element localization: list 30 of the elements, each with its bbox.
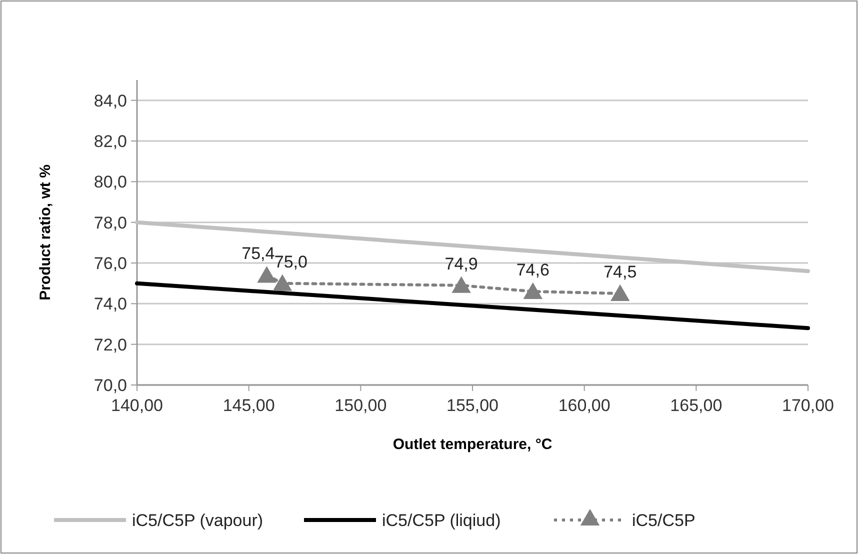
y-tick-label: 70,0 (94, 376, 127, 395)
y-tick-label: 76,0 (94, 254, 127, 273)
legend-label: iC5/C5P (632, 510, 696, 530)
x-tick-label: 155,00 (446, 396, 498, 415)
y-tick-label: 78,0 (94, 213, 127, 232)
legend-label: iC5/C5P (liqiud) (382, 510, 501, 530)
y-tick-label: 80,0 (94, 172, 127, 192)
y-tick-label: 82,0 (94, 132, 127, 151)
point (523, 282, 542, 300)
legend-label: iC5/C5P (vapour) (132, 510, 264, 530)
point (257, 266, 276, 283)
data-label: 75,0 (274, 252, 308, 272)
x-tick-label: 160,00 (558, 396, 610, 415)
data-label: 74,9 (444, 254, 478, 274)
point (610, 284, 630, 302)
data-label: 74,5 (604, 262, 637, 282)
data-label: 75,4 (242, 244, 275, 264)
data-label: 74,6 (516, 260, 550, 280)
y-tick-label: 84,0 (94, 91, 127, 110)
y-tick-label: 74,0 (94, 294, 127, 314)
y-tick-label: 72,0 (94, 335, 127, 354)
x-tick-label: 140,00 (111, 396, 163, 415)
x-tick-label: 170,00 (782, 396, 834, 415)
y-axis-title: Product ratio, wt % (37, 164, 54, 300)
x-tick-label: 150,00 (334, 396, 387, 415)
x-tick-label: 145,00 (222, 396, 275, 415)
x-axis-title: Outlet temperature, °C (392, 436, 552, 453)
x-tick-label: 165,00 (670, 396, 722, 415)
point (452, 276, 471, 293)
point (272, 274, 292, 291)
